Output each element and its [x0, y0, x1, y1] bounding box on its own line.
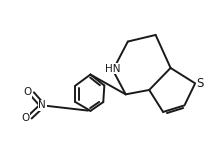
Text: HN: HN	[105, 64, 121, 74]
Text: O: O	[23, 87, 32, 97]
Text: S: S	[197, 77, 204, 90]
Text: O: O	[21, 113, 29, 123]
Text: N: N	[38, 100, 46, 110]
